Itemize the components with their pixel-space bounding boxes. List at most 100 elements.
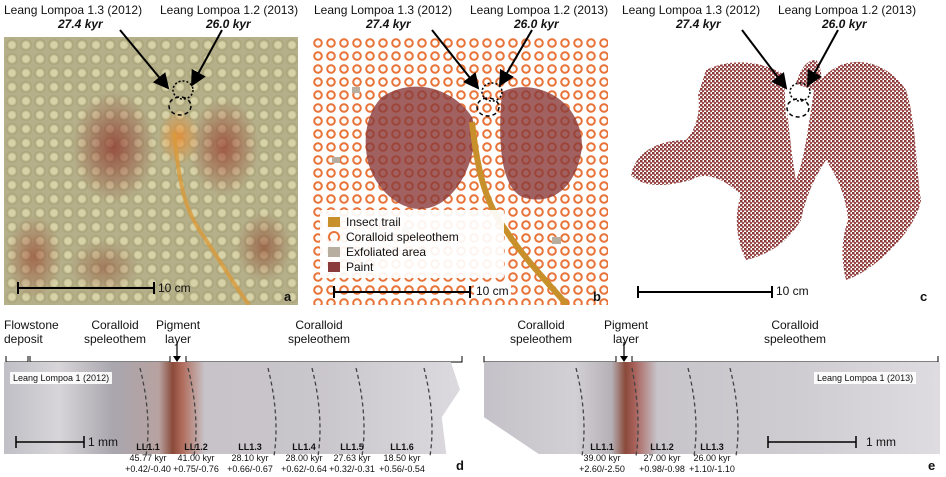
flowstone-label: Flowstone deposit — [4, 318, 59, 346]
sample-e-3: LL1.3 26.00 kyr +1.10/-1.10 — [682, 442, 742, 475]
sample-id: LL1.3 — [700, 442, 724, 452]
sample-err: +1.10/-1.10 — [689, 464, 735, 474]
legend-label: Paint — [346, 259, 374, 274]
legend-label: Insect trail — [346, 214, 401, 229]
sample-id: LL1.2 — [184, 442, 208, 452]
sample-id: LL1.6 — [390, 442, 414, 452]
coralloid-line2: speleothem — [288, 332, 351, 346]
sample-err: +2.60/-2.50 — [579, 464, 625, 474]
sample-tag-2012: Leang Lompoa 1 (2012) — [10, 372, 113, 384]
panel-c-letter: c — [920, 289, 928, 304]
panel-a-age-left: 27.4 kyr — [58, 17, 103, 31]
sample-err: +0.32/-0.31 — [329, 464, 375, 474]
sample-err: +0.56/-0.54 — [379, 464, 425, 474]
coralloid-left-label-e: Coralloid speleothem — [510, 318, 572, 346]
panel-b-scale: 10 cm — [474, 284, 511, 298]
sample-err: +0.62/-0.64 — [281, 464, 327, 474]
panel-c-header-right: Leang Lompoa 1.2 (2013) — [778, 3, 917, 17]
coralloid-line1: Coralloid — [771, 318, 819, 332]
panel-a-arrows — [17, 29, 223, 294]
coralloid-line2: speleothem — [764, 332, 827, 346]
coralloid-swatch — [328, 230, 340, 243]
sample-d-1: LL1.1 45.77 kyr +0.42/-0.40 — [118, 442, 178, 475]
panel-e-sample-lines — [575, 367, 857, 457]
legend-label: Coralloid speleothem — [346, 229, 459, 244]
sample-age: 41.00 kyr — [177, 453, 215, 463]
panel-c-age-right: 26.0 kyr — [822, 17, 867, 31]
panel-d-sample-lines — [15, 367, 433, 457]
coralloid-right-label-d: Coralloid speleothem — [288, 318, 350, 346]
sample-age: 45.77 kyr — [129, 453, 167, 463]
sample-age: 18.50 kyr — [383, 453, 421, 463]
sample-age: 27.00 kyr — [643, 453, 681, 463]
sample-id: LL1.2 — [650, 442, 674, 452]
panel-c-header-left: Leang Lompoa 1.3 (2012) — [622, 3, 761, 17]
panel-b-letter: b — [593, 289, 601, 304]
sample-d-3: LL1.3 28.10 kyr +0.66/-0.67 — [220, 442, 280, 475]
sample-age: 27.63 kyr — [333, 453, 371, 463]
panel-a-header-left: Leang Lompoa 1.3 (2012) — [4, 3, 143, 17]
panel-b-age-right: 26.0 kyr — [514, 17, 559, 31]
sample-e-2: LL1.2 27.00 kyr +0.98/-0.98 — [632, 442, 692, 475]
sample-d-5: LL1.5 27.63 kyr +0.32/-0.31 — [322, 442, 382, 475]
panel-b-age-left: 27.4 kyr — [366, 17, 411, 31]
panel-d-letter: d — [456, 458, 464, 473]
sample-err: +0.98/-0.98 — [639, 464, 685, 474]
exfoliated-swatch — [328, 246, 340, 257]
panel-b-header-left: Leang Lompoa 1.3 (2012) — [314, 3, 453, 17]
sample-d-6: LL1.6 18.50 kyr +0.56/-0.54 — [372, 442, 432, 475]
coralloid-left-label-d: Coralloid speleothem — [84, 318, 146, 346]
pigment-line2: layer — [165, 332, 192, 346]
sample-d-2: LL1.2 41.00 kyr +0.75/-0.76 — [166, 442, 226, 475]
pigment-label-d: Pigment layer — [156, 318, 200, 346]
legend-item-insect-trail: Insect trail — [328, 214, 496, 229]
sample-tag-2013: Leang Lompoa 1 (2013) — [814, 372, 917, 384]
sample-age: 26.00 kyr — [693, 453, 731, 463]
legend-item-exfoliated: Exfoliated area — [328, 244, 496, 259]
sample-age: 39.00 kyr — [583, 453, 621, 463]
pigment-line2: layer — [613, 332, 640, 346]
sample-err: +0.75/-0.76 — [173, 464, 219, 474]
legend: Insect trail Coralloid speleothem Exfoli… — [320, 210, 504, 278]
cave-photo — [4, 37, 298, 305]
coralloid-line2: speleothem — [84, 332, 147, 346]
pigment-label-e: Pigment layer — [604, 318, 648, 346]
flowstone-line1: Flowstone — [4, 318, 59, 332]
coralloid-line1: Coralloid — [91, 318, 139, 332]
paint-swatch — [328, 261, 340, 272]
coralloid-right-label-e: Coralloid speleothem — [764, 318, 826, 346]
panel-b-header-right: Leang Lompoa 1.2 (2013) — [470, 3, 609, 17]
pigment-line1: Pigment — [604, 318, 649, 332]
panel-a-header-right: Leang Lompoa 1.2 (2013) — [160, 3, 299, 17]
panel-a-letter: a — [284, 289, 292, 304]
legend-item-paint: Paint — [328, 259, 496, 274]
panel-a-age-right: 26.0 kyr — [206, 17, 251, 31]
coralloid-line2: speleothem — [510, 332, 573, 346]
legend-item-coralloid: Coralloid speleothem — [328, 229, 496, 244]
sample-age: 28.00 kyr — [285, 453, 323, 463]
panel-b-arrows — [333, 29, 533, 298]
sample-age: 28.10 kyr — [231, 453, 269, 463]
sample-e-1: LL1.1 39.00 kyr +2.60/-2.50 — [572, 442, 632, 475]
panel-e-letter: e — [928, 458, 936, 473]
panel-d-scale: 1 mm — [88, 435, 118, 449]
sample-id: LL1.5 — [340, 442, 364, 452]
panel-e-scale: 1 mm — [866, 435, 896, 449]
coralloid-line1: Coralloid — [295, 318, 343, 332]
sample-id: LL1.1 — [590, 442, 614, 452]
sample-id: LL1.1 — [136, 442, 160, 452]
sample-err: +0.66/-0.67 — [227, 464, 273, 474]
sample-id: LL1.3 — [238, 442, 262, 452]
hand-stencil — [631, 29, 921, 298]
pigment-line1: Pigment — [156, 318, 201, 332]
coralloid-line1: Coralloid — [517, 318, 565, 332]
sample-d-4: LL1.4 28.00 kyr +0.62/-0.64 — [274, 442, 334, 475]
insect-trail-swatch — [328, 216, 340, 227]
panel-c-age-left: 27.4 kyr — [676, 17, 721, 31]
flowstone-line2: deposit — [4, 332, 43, 346]
panel-c-scale: 10 cm — [776, 284, 809, 298]
sample-err: +0.42/-0.40 — [125, 464, 171, 474]
sample-id: LL1.4 — [292, 442, 316, 452]
panel-a-scale: 10 cm — [158, 281, 191, 295]
legend-label: Exfoliated area — [346, 244, 427, 259]
